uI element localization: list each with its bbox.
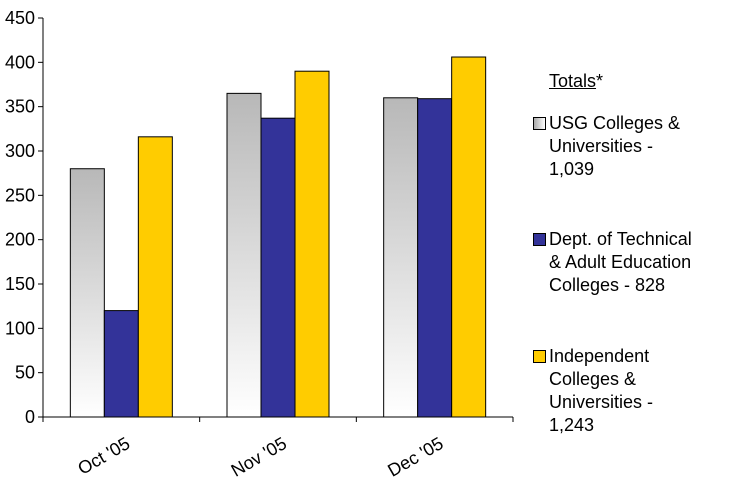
bar [383,97,419,418]
legend-swatch-dtae [533,233,546,246]
legend-title: Totals* [549,70,603,93]
bars [69,56,487,418]
legend-line: Dept. of Technical [549,229,692,249]
bar [226,92,262,418]
legend-line: Universities - [549,392,654,412]
x-tick-label: Nov '05 [228,433,290,481]
bar [294,70,330,418]
legend-line: Independent [549,346,650,366]
y-tick-label: 50 [15,363,35,383]
legend-title-text: Totals [549,71,597,91]
x-tick-label: Oct '05 [74,433,133,479]
bar [69,168,105,418]
legend-swatch-usg [533,117,546,130]
legend-line: Colleges - 828 [549,275,666,295]
bar [451,56,487,418]
y-tick-label: 0 [25,407,35,427]
y-tick-label: 250 [5,185,35,205]
legend-label-dtae: Dept. of Technical & Adult Education Col… [549,228,744,297]
bar [417,98,453,418]
x-tick-label: Dec '05 [384,433,446,481]
y-tick-label: 150 [5,274,35,294]
legend-line: Universities - [549,136,654,156]
y-tick-label: 400 [5,52,35,72]
y-tick-label: 350 [5,97,35,117]
legend-line: 1,039 [549,159,595,179]
legend-line: USG Colleges & [549,113,681,133]
bar [260,117,296,418]
y-tick-label: 300 [5,141,35,161]
legend-line: & Adult Education [549,252,692,272]
bar [137,136,173,418]
legend-label-usg: USG Colleges & Universities - 1,039 [549,112,744,181]
legend-title-suffix: * [596,71,604,91]
legend-line: Colleges & [549,369,637,389]
y-tick-label: 100 [5,318,35,338]
y-tick-label: 200 [5,230,35,250]
legend-swatch-independent [533,350,546,363]
bar [103,310,139,418]
y-tick-label: 450 [5,8,35,28]
legend-line: 1,243 [549,415,595,435]
legend-label-independent: Independent Colleges & Universities - 1,… [549,345,744,437]
